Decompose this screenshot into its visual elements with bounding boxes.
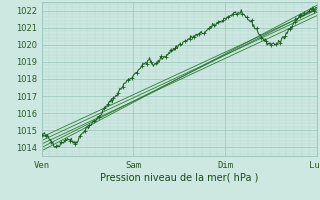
X-axis label: Pression niveau de la mer( hPa ): Pression niveau de la mer( hPa ) [100,173,258,183]
